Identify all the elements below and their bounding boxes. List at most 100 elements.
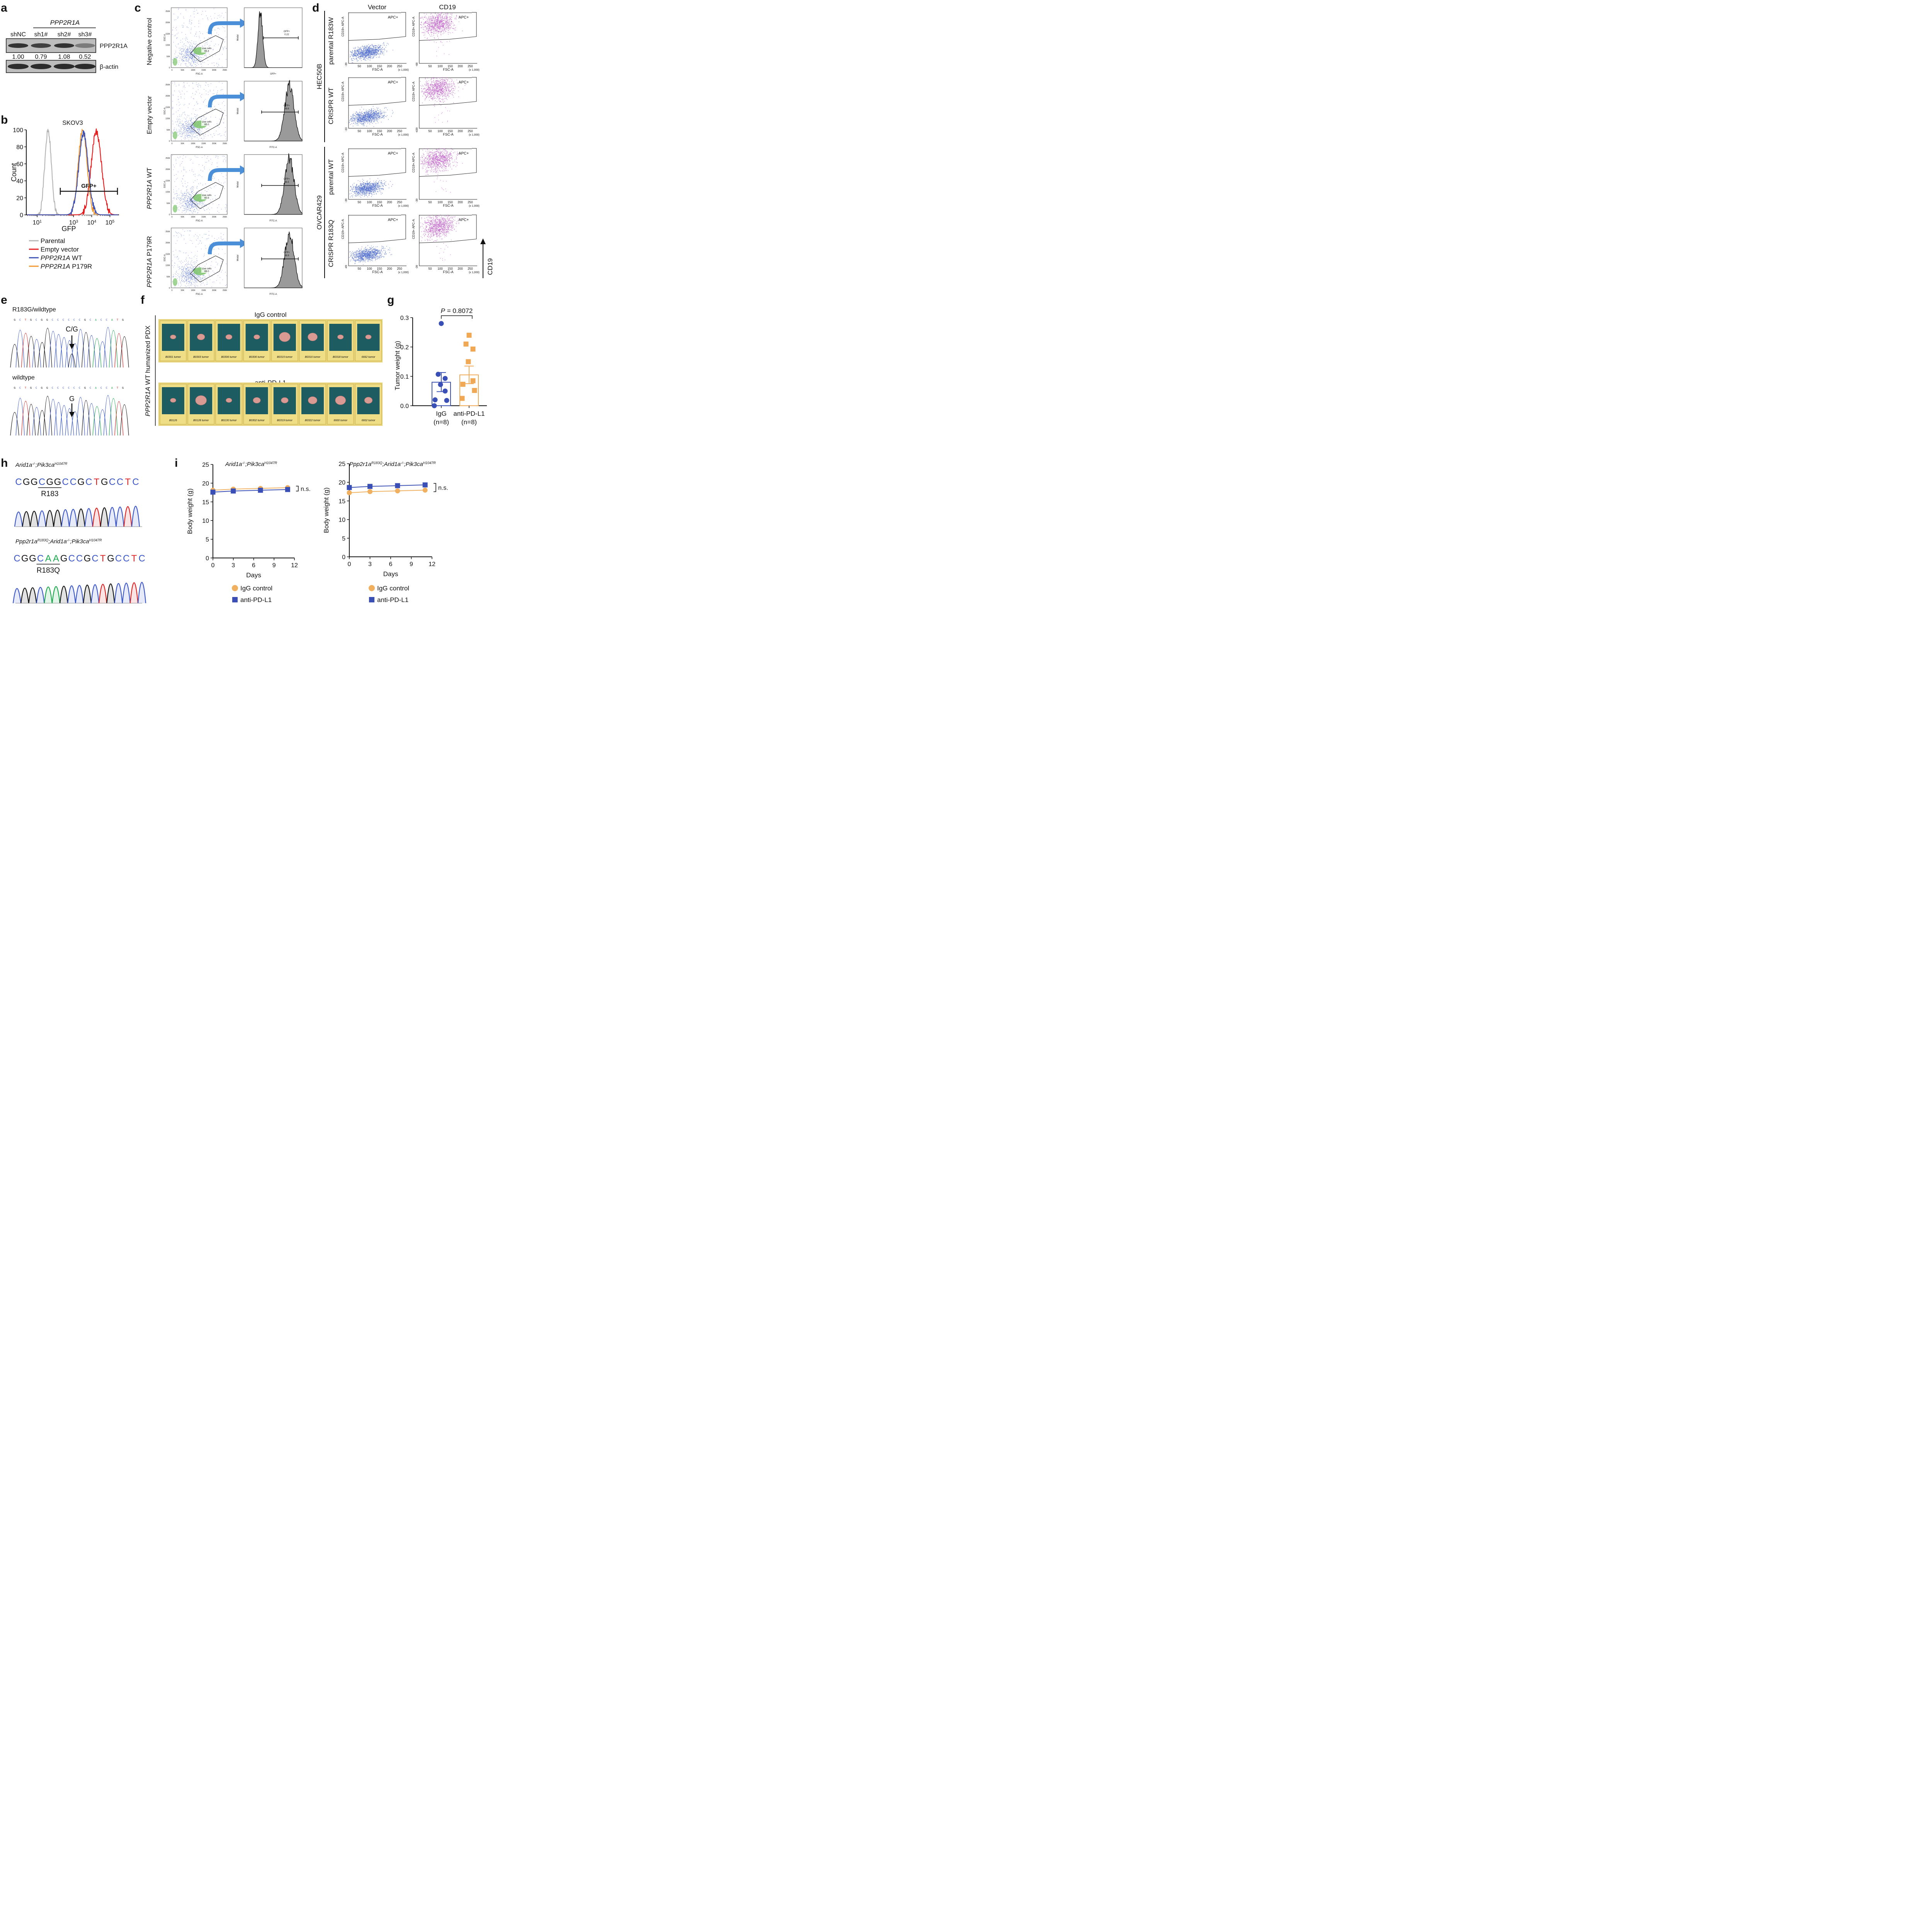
hist-x-label: FITC-A	[269, 146, 277, 149]
genotype-gene: Ppp2r1a	[15, 538, 37, 545]
category-n: (n=8)	[434, 418, 449, 426]
base-call: C	[106, 386, 107, 389]
p-symbol: P	[441, 307, 446, 315]
row-label-text: Empty vector	[146, 96, 153, 134]
panel-d-cd19-flow: d Vector CD19 HEC50B OVCAR429 parental R183W A…	[312, 2, 494, 278]
chromatogram-peak	[27, 404, 36, 436]
x-axis-label: Days	[383, 570, 398, 578]
apc-gate-label: APC+	[388, 151, 398, 156]
histogram-curve	[27, 128, 118, 216]
chromatogram-peak	[131, 506, 140, 527]
modal-histogram-fill	[244, 231, 303, 288]
base-call: A	[111, 386, 113, 389]
chromatogram-peak	[76, 329, 85, 368]
x-tick-exponent: 4	[94, 219, 97, 224]
tumor	[308, 396, 317, 404]
x-tick-label: 200	[457, 65, 463, 68]
gate-label-box	[201, 46, 212, 53]
data-point	[466, 359, 471, 364]
genotype-allele: -/-	[32, 462, 36, 466]
apc-gate	[419, 77, 477, 106]
live-cells-gate	[190, 182, 224, 209]
scatter-x-tick: 100K	[191, 143, 196, 145]
legend-gene: PPP2R1A	[41, 263, 70, 270]
gate-name: Live cells	[202, 121, 212, 123]
cassette-tag: B0301 tumor	[165, 356, 181, 359]
y-tick-label: 20	[338, 480, 345, 486]
chromatogram-peak	[69, 509, 78, 527]
base-call: T	[25, 318, 27, 321]
legend-label: PPP2R1A WT	[41, 254, 82, 262]
genotype-gene: Ppp2r1a	[349, 461, 371, 468]
base-call: C	[73, 318, 75, 321]
scatter-x-tick: 200K	[212, 216, 217, 218]
apc-gate	[419, 214, 477, 243]
tumor	[170, 398, 176, 403]
band	[75, 43, 95, 48]
column-header: Vector	[368, 3, 387, 11]
gating-arrow	[208, 95, 241, 108]
series-point	[395, 488, 400, 493]
y-axis-label: CD19+ APC-A	[341, 82, 345, 102]
x-tick-label: 150	[377, 267, 382, 270]
y-axis-label: CD19+ APC-A	[412, 17, 415, 37]
apc-gate-label: APC+	[388, 15, 398, 20]
x-tick-label: 12	[291, 562, 298, 569]
x-tick-label: 200	[387, 267, 392, 270]
scatter-y-tick: 50K	[167, 129, 170, 131]
x-tick-label: 50	[429, 65, 432, 68]
x-tick-label: 250	[468, 201, 473, 204]
scatter-y-label: SSC-A	[164, 254, 166, 261]
x-axis-label: GFP	[61, 225, 76, 233]
y-tick-label: 25	[338, 461, 345, 468]
y-tick-label: 15	[202, 499, 209, 506]
chromatogram-peak	[114, 333, 124, 368]
chromatogram-peak	[15, 398, 25, 436]
apc-gate-label: APC+	[388, 218, 398, 222]
variant-call-label: C/G	[66, 325, 78, 333]
chromatogram-peak	[32, 407, 41, 436]
scatter-y-tick: 50K	[167, 202, 170, 205]
y-tick-label: 60	[16, 161, 23, 168]
genotype-sep: ;	[70, 538, 71, 545]
gate-value: 65.0	[204, 124, 209, 126]
chromatogram-peak	[82, 400, 91, 436]
base-call: C	[76, 553, 83, 564]
p-value-label: P = 0.8072	[441, 307, 473, 315]
chromatogram-peak	[60, 337, 69, 368]
scatter-debris	[173, 278, 177, 286]
base-call: C	[19, 318, 21, 321]
cassette-tag: B0318 tumor	[333, 356, 349, 359]
tumor	[337, 334, 344, 340]
x-tick-base: 10	[105, 219, 112, 226]
chromatogram-peak	[44, 587, 53, 604]
tumor	[253, 334, 260, 340]
base-call: T	[117, 386, 119, 389]
y-axis-label: Body weight (g)	[323, 487, 330, 533]
x-axis-unit: (x 1,000)	[398, 134, 409, 136]
x-tick-label: 3	[231, 562, 235, 569]
row-label: Negative control	[146, 18, 153, 65]
scatter-x-tick: 0	[172, 143, 173, 145]
plot-axes	[348, 148, 406, 200]
legend-text: Empty vector	[41, 246, 79, 253]
base-call: C	[123, 553, 129, 564]
lane-label: sh2#	[58, 31, 71, 38]
genotype-allele: R183Q	[371, 461, 383, 465]
base-call: G	[30, 386, 32, 389]
scatter-plot-frame	[171, 81, 228, 141]
chromatogram-peak	[109, 330, 118, 368]
base-call: G	[21, 553, 29, 564]
side-label-gene: PPP2R1A	[144, 387, 151, 417]
chromatogram-peak	[122, 583, 131, 604]
vector-events	[350, 42, 393, 63]
x-axis-unit: (x 1,000)	[469, 134, 480, 136]
chromatogram-peak	[43, 328, 52, 368]
data-point	[470, 378, 476, 383]
x-axis-unit: (x 1,000)	[469, 205, 480, 207]
base-call: G	[60, 553, 68, 564]
band-quant: 1.00	[12, 54, 24, 60]
genotype-title: Ppp2r1aR183Q;Arid1a-/-;Pik3caH1047R	[15, 538, 102, 545]
base-call: C	[79, 386, 80, 389]
chromatogram-peak	[98, 409, 107, 436]
